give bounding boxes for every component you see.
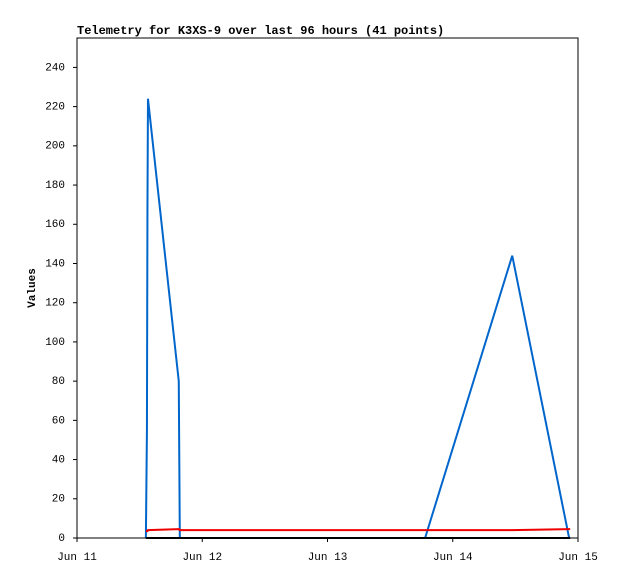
y-tick-label: 0 [58,533,65,545]
y-tick-label: 200 [45,141,65,153]
y-tick-label: 120 [45,298,65,310]
y-tick-label: 20 [52,494,65,506]
series-line [145,528,571,533]
y-tick-label: 220 [45,102,65,114]
x-tick-label: Jun 13 [308,552,348,564]
x-tick-label: Jun 12 [182,552,222,564]
y-tick-label: 140 [45,258,65,270]
y-tick-label: 160 [45,219,65,231]
chart-title: Telemetry for K3XS-9 over last 96 hours … [77,24,444,38]
y-tick-label: 180 [45,180,65,192]
x-tick-label: Jun 14 [433,552,473,564]
y-tick-label: 60 [52,415,65,427]
y-tick-label: 40 [52,454,65,466]
y-axis-label: Values [27,268,39,308]
x-tick-label: Jun 11 [57,552,97,564]
y-tick-label: 80 [52,376,65,388]
x-tick-label: Jun 15 [558,552,598,564]
y-tick-label: 100 [45,337,65,349]
y-tick-label: 240 [45,62,65,74]
